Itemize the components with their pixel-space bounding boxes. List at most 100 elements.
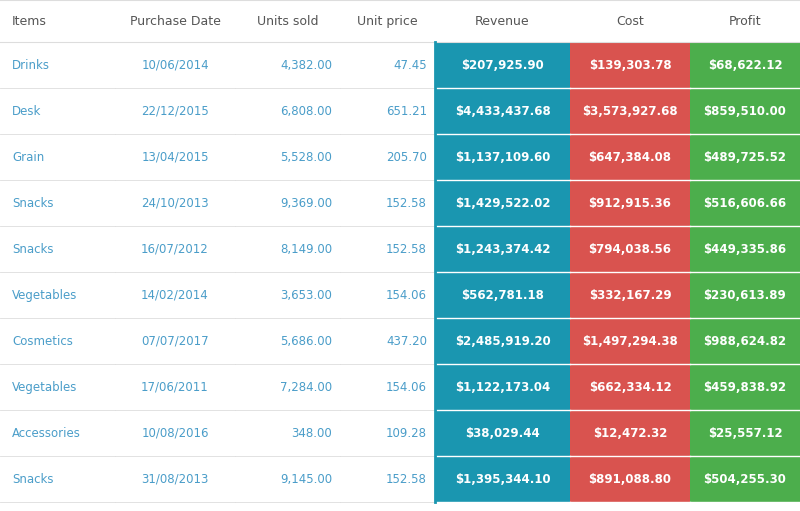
Bar [340,272,435,318]
Text: Grain: Grain [12,151,44,164]
Text: $230,613.89: $230,613.89 [704,289,786,301]
Bar [690,42,800,88]
Text: $489,725.52: $489,725.52 [703,151,786,164]
Text: 10/08/2016: 10/08/2016 [142,427,209,439]
Text: $25,557.12: $25,557.12 [708,427,782,439]
Bar [435,134,570,180]
Text: 4,382.00: 4,382.00 [280,58,332,72]
Bar [690,410,800,456]
Text: Items: Items [12,14,47,28]
Bar [115,88,235,134]
Text: 348.00: 348.00 [291,427,332,439]
Bar [115,226,235,272]
Text: $562,781.18: $562,781.18 [461,289,544,301]
Bar [235,272,340,318]
Text: 17/06/2011: 17/06/2011 [141,381,209,393]
Text: 152.58: 152.58 [386,197,427,210]
Bar [435,88,570,134]
Text: Cosmetics: Cosmetics [12,335,73,347]
Bar [115,318,235,364]
Text: Snacks: Snacks [12,473,54,485]
Bar [340,456,435,502]
Text: $1,429,522.02: $1,429,522.02 [454,197,550,210]
Bar [570,226,690,272]
Bar [235,226,340,272]
Bar [435,272,570,318]
Bar [0,226,115,272]
Text: Accessories: Accessories [12,427,81,439]
Bar [0,272,115,318]
Text: 154.06: 154.06 [386,289,427,301]
Bar [115,364,235,410]
Bar [0,180,115,226]
Bar [340,410,435,456]
Bar [235,180,340,226]
Bar [235,0,340,42]
Text: 5,528.00: 5,528.00 [280,151,332,164]
Bar [340,88,435,134]
Text: $12,472.32: $12,472.32 [593,427,667,439]
Text: $459,838.92: $459,838.92 [703,381,786,393]
Text: $859,510.00: $859,510.00 [703,105,786,118]
Bar [690,88,800,134]
Bar [340,364,435,410]
Text: $1,122,173.04: $1,122,173.04 [455,381,550,393]
Bar [115,410,235,456]
Text: $647,384.08: $647,384.08 [589,151,671,164]
Text: Unit price: Unit price [357,14,418,28]
Bar [115,180,235,226]
Text: 651.21: 651.21 [386,105,427,118]
Text: Drinks: Drinks [12,58,50,72]
Bar [435,0,570,42]
Bar [690,0,800,42]
Text: $891,088.80: $891,088.80 [589,473,671,485]
Text: 7,284.00: 7,284.00 [280,381,332,393]
Text: $68,622.12: $68,622.12 [708,58,782,72]
Bar [115,134,235,180]
Text: 9,369.00: 9,369.00 [280,197,332,210]
Bar [690,364,800,410]
Text: Vegetables: Vegetables [12,381,78,393]
Text: 10/06/2014: 10/06/2014 [141,58,209,72]
Text: Purchase Date: Purchase Date [130,14,221,28]
Bar [570,88,690,134]
Text: $332,167.29: $332,167.29 [589,289,671,301]
Text: $3,573,927.68: $3,573,927.68 [582,105,678,118]
Text: 437.20: 437.20 [386,335,427,347]
Bar [0,88,115,134]
Text: 205.70: 205.70 [386,151,427,164]
Text: Units sold: Units sold [257,14,318,28]
Bar [0,364,115,410]
Bar [690,226,800,272]
Bar [340,0,435,42]
Bar [690,180,800,226]
Bar [340,134,435,180]
Text: $1,243,374.42: $1,243,374.42 [454,243,550,256]
Text: $504,255.30: $504,255.30 [703,473,786,485]
Bar [690,134,800,180]
Text: $794,038.56: $794,038.56 [589,243,671,256]
Bar [0,410,115,456]
Text: 152.58: 152.58 [386,243,427,256]
Bar [115,42,235,88]
Bar [435,410,570,456]
Text: 6,808.00: 6,808.00 [280,105,332,118]
Bar [570,42,690,88]
Bar [0,42,115,88]
Bar [235,88,340,134]
Text: 152.58: 152.58 [386,473,427,485]
Text: 47.45: 47.45 [394,58,427,72]
Text: $988,624.82: $988,624.82 [703,335,786,347]
Bar [690,318,800,364]
Bar [570,318,690,364]
Bar [340,318,435,364]
Bar [570,364,690,410]
Bar [235,134,340,180]
Text: $662,334.12: $662,334.12 [589,381,671,393]
Bar [570,0,690,42]
Bar [570,134,690,180]
Bar [435,318,570,364]
Text: 8,149.00: 8,149.00 [280,243,332,256]
Bar [340,180,435,226]
Text: 13/04/2015: 13/04/2015 [142,151,209,164]
